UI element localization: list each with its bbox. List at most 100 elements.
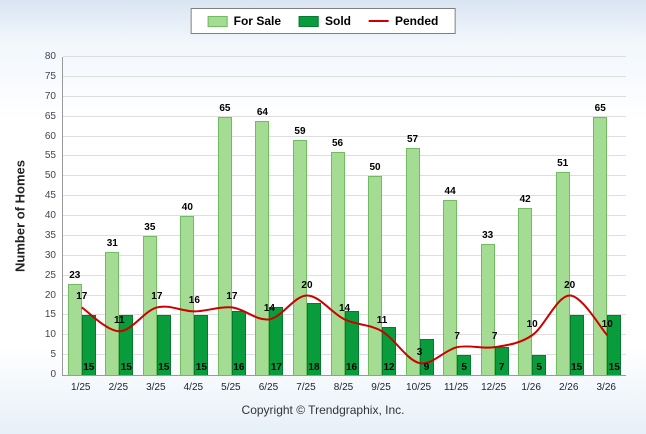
gridline — [63, 115, 626, 117]
y-tick-label: 35 — [44, 229, 56, 241]
x-tick-label: 8/25 — [333, 382, 354, 393]
sold-value-label: 7 — [498, 362, 505, 373]
for-sale-value-label: 40 — [181, 202, 193, 213]
gridline — [63, 294, 626, 296]
sold-value-label: 15 — [571, 362, 583, 373]
y-tick-label: 40 — [44, 210, 56, 221]
pended-line — [81, 294, 608, 365]
y-tick-label: 15 — [44, 309, 56, 321]
x-tick-label: 3/26 — [596, 382, 616, 393]
pended-value-label: 10 — [526, 319, 538, 331]
pended-value-label: 7 — [491, 331, 498, 343]
x-tick-label: 3/25 — [146, 382, 166, 393]
pended-value-label: 17 — [151, 291, 163, 303]
gridline — [63, 254, 626, 256]
pended-value-label: 20 — [564, 279, 576, 291]
for-sale-value-label: 44 — [444, 186, 456, 198]
for-sale-swatch-icon — [207, 15, 228, 27]
bar-sold — [156, 315, 171, 375]
sold-value-label: 15 — [195, 362, 207, 373]
x-tick-label: 5/25 — [221, 382, 241, 393]
pended-value-label: 17 — [76, 291, 88, 303]
x-tick-label: 10/25 — [406, 382, 432, 393]
for-sale-value-label: 56 — [331, 138, 344, 150]
pended-value-label: 17 — [226, 291, 238, 303]
legend-label-pended: Pended — [395, 14, 439, 28]
y-tick-label: 65 — [44, 110, 56, 122]
pended-value-label: 14 — [338, 303, 351, 315]
bar-sold — [81, 315, 96, 375]
bar-sold — [607, 315, 622, 375]
sold-swatch-icon — [299, 15, 320, 27]
sold-value-label: 17 — [270, 362, 282, 373]
bar-for-sale — [67, 283, 82, 375]
for-sale-value-label: 33 — [482, 229, 494, 241]
bar-sold — [494, 347, 509, 375]
pended-value-label: 3 — [416, 347, 423, 359]
bar-sold — [231, 311, 246, 375]
pended-value-label: 11 — [376, 315, 388, 327]
sold-value-label: 15 — [120, 362, 132, 373]
for-sale-value-label: 65 — [594, 102, 606, 114]
bar-sold — [532, 355, 547, 375]
legend-label-sold: Sold — [325, 14, 352, 28]
gridline — [63, 56, 626, 57]
for-sale-value-label: 57 — [407, 134, 419, 146]
x-tick-label: 1/26 — [521, 382, 541, 393]
copyright-text: Copyright © Trendgraphix, Inc. — [241, 403, 405, 417]
bar-for-sale — [443, 200, 458, 375]
y-tick-label: 10 — [44, 329, 56, 341]
y-tick-label: 5 — [50, 349, 56, 361]
y-tick-label: 75 — [44, 70, 56, 82]
legend: For Sale Sold Pended — [190, 8, 456, 34]
for-sale-value-label: 50 — [369, 162, 381, 174]
legend-label-for-sale: For Sale — [233, 14, 282, 28]
bar-sold — [269, 307, 284, 375]
pended-value-label: 14 — [263, 303, 275, 315]
gridline — [63, 155, 626, 157]
gridline — [63, 75, 626, 77]
bar-sold — [457, 355, 472, 375]
gridline — [63, 135, 626, 137]
bar-for-sale — [142, 235, 157, 375]
pended-value-label: 20 — [301, 279, 313, 291]
y-tick-label: 50 — [44, 170, 56, 182]
x-tick-label: 12/25 — [481, 382, 507, 393]
bar-for-sale — [105, 251, 120, 375]
bar-sold — [344, 311, 359, 375]
bar-for-sale — [518, 208, 533, 375]
x-tick-label: 2/25 — [108, 382, 129, 393]
x-tick-label: 4/25 — [183, 382, 204, 393]
sold-value-label: 15 — [83, 362, 95, 373]
bar-for-sale — [292, 140, 307, 375]
x-tick-label: 1/25 — [71, 382, 91, 393]
gridline — [63, 234, 626, 236]
sold-value-label: 9 — [423, 362, 430, 373]
pended-value-label: 7 — [454, 331, 460, 343]
pended-value-label: 10 — [601, 319, 613, 331]
y-tick-label: 60 — [44, 130, 56, 142]
sold-value-label: 5 — [461, 362, 467, 373]
for-sale-value-label: 35 — [144, 221, 156, 233]
bar-for-sale — [217, 116, 232, 375]
gridline — [63, 175, 626, 177]
legend-item-pended: Pended — [369, 14, 438, 28]
for-sale-value-label: 31 — [106, 237, 118, 249]
bar-for-sale — [180, 216, 195, 375]
bar-sold — [569, 315, 584, 375]
bar-sold — [306, 303, 321, 375]
bar-for-sale — [480, 243, 495, 375]
gridline — [63, 195, 626, 197]
bar-for-sale — [405, 148, 420, 375]
for-sale-value-label: 59 — [294, 126, 306, 138]
y-tick-label: 45 — [44, 190, 56, 202]
bar-for-sale — [255, 120, 270, 375]
sold-value-label: 16 — [345, 362, 358, 373]
sold-value-label: 16 — [233, 362, 245, 373]
y-tick-label: 30 — [44, 249, 56, 261]
legend-item-sold: Sold — [299, 14, 351, 28]
bar-for-sale — [593, 116, 608, 375]
sold-value-label: 12 — [383, 362, 395, 373]
bar-for-sale — [368, 176, 383, 375]
bar-for-sale — [330, 152, 345, 375]
